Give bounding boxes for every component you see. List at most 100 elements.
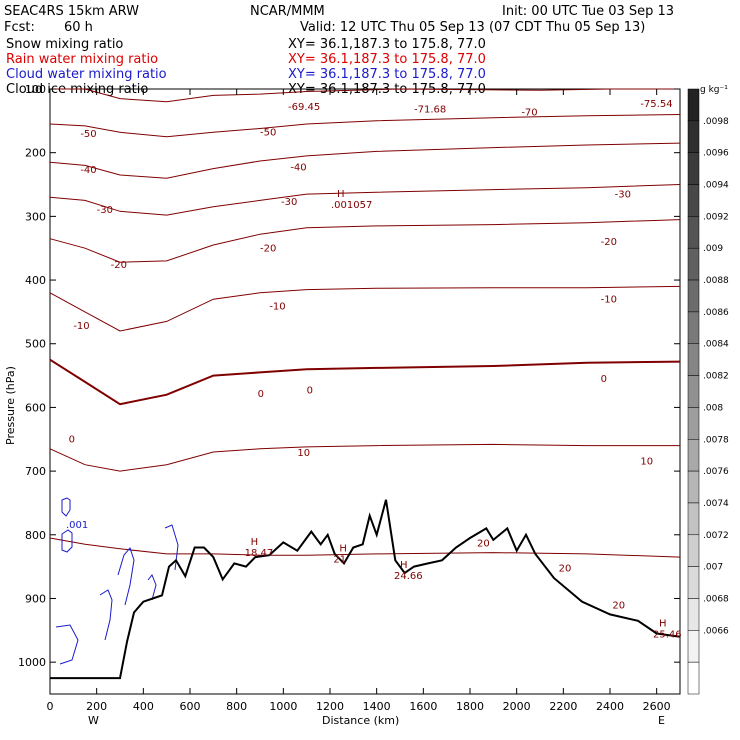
x-axis-ticks: 0 200 400 600 800 1000 1200 1400 1600 1800 2000 220…: [47, 89, 671, 713]
contour-label: -70: [521, 108, 537, 119]
temperature-contour: [49, 184, 681, 216]
contour-label: 20: [612, 601, 625, 612]
colorbar-swatch: [687, 502, 700, 536]
colorbar-label: .0088: [703, 276, 729, 286]
x-tick-label: 400: [133, 700, 154, 713]
temperature-contour: [49, 537, 681, 558]
temperature-contour: [49, 142, 681, 179]
contour-label: -30: [281, 197, 297, 208]
colorbar-swatch: [687, 661, 700, 695]
field-xy-cloud-water: XY= 36.1,187.3 to 175.8, 77.0: [288, 67, 486, 82]
colorbar-swatch: [687, 88, 700, 122]
contour-label: -50: [80, 129, 96, 140]
contour-label: 0: [69, 434, 75, 445]
x-tick-label: 2600: [643, 700, 671, 713]
contour-label: -20: [260, 243, 276, 254]
x-tick-label: 200: [86, 700, 107, 713]
y-tick-label: 900: [25, 592, 46, 605]
contour-label: 20: [559, 564, 572, 575]
field-label-rain: Rain water mixing ratio: [6, 52, 158, 67]
colorbar-swatch: [687, 598, 700, 631]
colorbar-label: .0074: [703, 499, 729, 509]
x-tick-label: 800: [226, 700, 247, 713]
colorbar-swatch: [687, 216, 700, 249]
high-marker: H: [337, 189, 345, 200]
high-value: 24.66: [394, 571, 423, 582]
contour-label: -69.45: [288, 102, 320, 113]
y-tick-label: 400: [25, 274, 46, 287]
colorbar-swatch: [687, 247, 700, 281]
colorbar-label: .0076: [703, 467, 729, 477]
colorbar-swatch: [687, 279, 700, 313]
plot-frame: [49, 88, 681, 695]
contour-label: -10: [269, 301, 285, 312]
x-tick-label: 2400: [596, 700, 624, 713]
center-title: NCAR/MMM: [250, 4, 325, 19]
x-tick-label: 1200: [316, 700, 344, 713]
colorbar-swatch: [687, 120, 700, 153]
colorbar-swatch: [687, 534, 700, 567]
contour-label: 10: [297, 448, 310, 459]
forecast-hours: 60 h: [64, 20, 93, 35]
colorbar-label: .0096: [703, 149, 729, 159]
y-axis-label: Pressure (hPa): [4, 366, 17, 445]
valid-time: Valid: 12 UTC Thu 05 Sep 13 (07 CDT Thu …: [300, 20, 645, 35]
contour-label: -71.68: [414, 105, 446, 116]
colorbar-swatch: [687, 184, 700, 217]
high-marker: H: [400, 560, 408, 571]
colorbar-label: .0098: [703, 117, 729, 127]
y-tick-label: 300: [25, 210, 46, 223]
colorbar-swatch: [687, 343, 700, 376]
colorbar-swatch: [687, 152, 700, 185]
x-tick-label: 1400: [363, 700, 391, 713]
temperature-contour-labels: -69.45 -71.68 -70 -75.54 -50 -50 -40 -40 -30 -30 -…: [69, 99, 673, 612]
y-tick-label: 1000: [18, 656, 46, 669]
east-label: E: [658, 714, 665, 727]
high-value: 18.47: [245, 548, 274, 559]
colorbar-swatch: [687, 311, 700, 344]
x-tick-label: 1800: [456, 700, 484, 713]
temperature-contour: [49, 358, 681, 406]
model-title: SEAC4RS 15km ARW: [4, 4, 139, 19]
forecast-label: Fcst:: [4, 20, 35, 35]
colorbar-label: .0066: [703, 626, 729, 636]
colorbar-label: .0068: [703, 594, 729, 604]
contour-label: -40: [80, 165, 96, 176]
colorbar-label: .0072: [703, 531, 729, 541]
y-tick-label: 100: [25, 83, 46, 96]
init-time: Init: 00 UTC Tue 03 Sep 13: [502, 4, 674, 19]
contour-label: -20: [601, 237, 617, 248]
contour-label: -10: [73, 321, 89, 332]
temperature-contour: [49, 114, 681, 138]
contour-label: -50: [260, 127, 276, 138]
field-label-cloud-water: Cloud water mixing ratio: [6, 67, 167, 82]
colorbar-unit: g kg⁻¹: [700, 85, 728, 95]
colorbar-swatch: [687, 630, 700, 663]
y-tick-label: 200: [25, 147, 46, 160]
contour-label: 0: [601, 374, 607, 385]
cloud-water-contour: [164, 524, 179, 571]
temperature-contour: [49, 219, 681, 263]
colorbar-swatch: [687, 407, 700, 440]
cloud-water-contours: .001: [55, 497, 179, 665]
x-tick-label: 0: [47, 700, 54, 713]
contour-label: 0: [307, 385, 313, 396]
high-marker: H: [251, 537, 259, 548]
cloud-water-contour: [99, 589, 113, 641]
x-tick-label: 1600: [409, 700, 437, 713]
colorbar-label: .008: [703, 403, 723, 413]
contour-label: 10: [640, 457, 653, 468]
x-axis-label: Distance (km): [322, 714, 399, 727]
colorbar-label: .0092: [703, 212, 729, 222]
contour-label: 0: [258, 389, 264, 400]
cloud-water-contour: [147, 574, 157, 601]
y-tick-label: 700: [25, 465, 46, 478]
temperature-contour: [49, 285, 681, 332]
cloud-water-label: .001: [66, 520, 88, 531]
contour-label: -75.54: [640, 99, 672, 110]
colorbar-swatch: [687, 566, 700, 599]
temperature-contour: [49, 443, 680, 472]
high-value: .001057: [331, 200, 372, 211]
